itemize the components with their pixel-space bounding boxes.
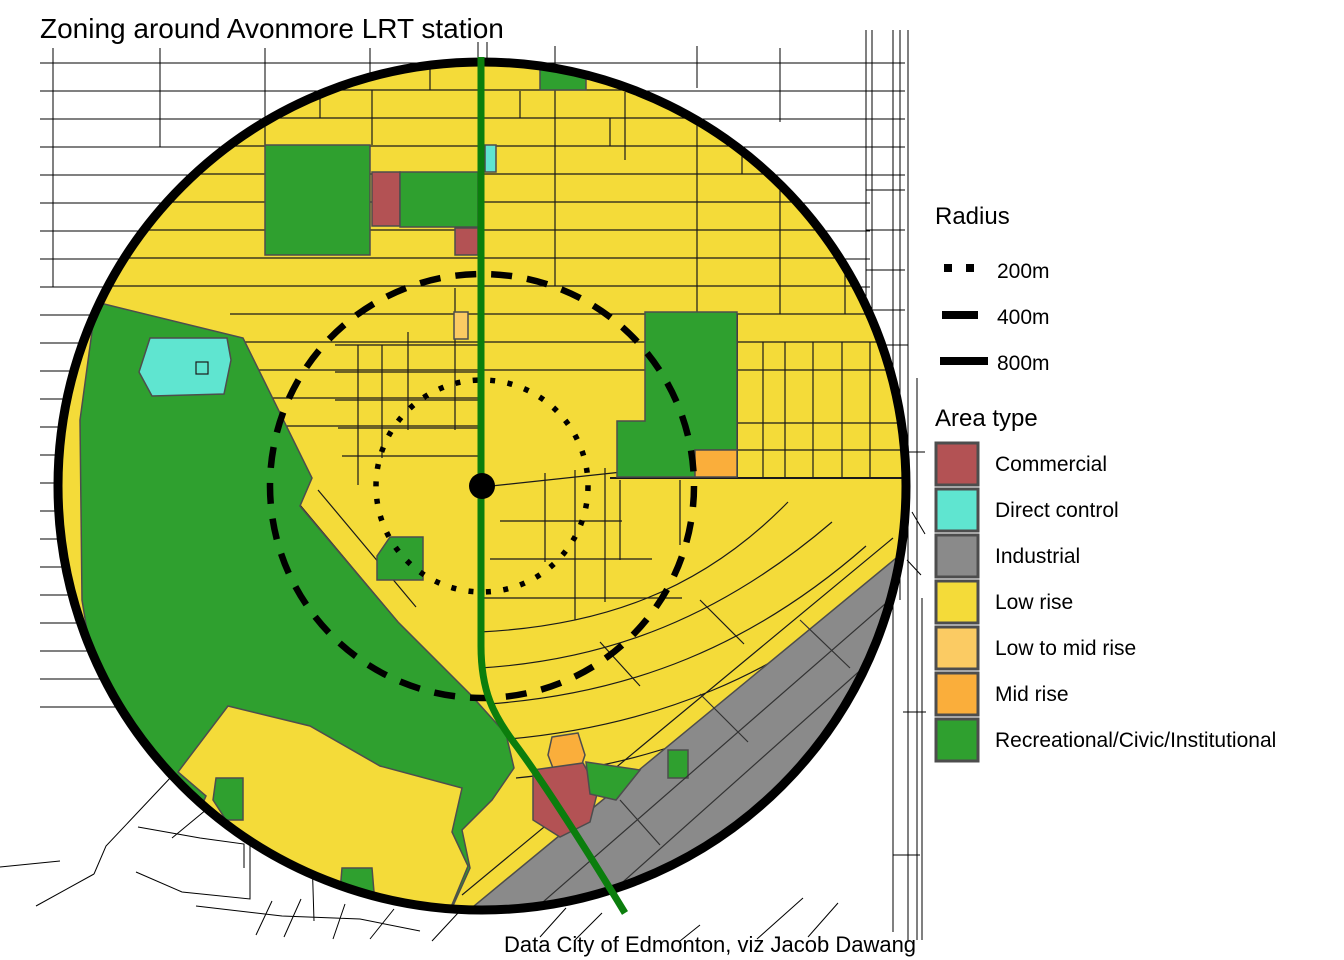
legend-area-type: Area type Commercial Direct control Indu…	[934, 405, 1276, 763]
zone-green-south-small	[585, 761, 642, 801]
legend-label-mid-rise: Mid rise	[995, 683, 1069, 706]
street-curves-outside	[0, 775, 839, 942]
legend-label-low-to-mid-rise: Low to mid rise	[995, 637, 1136, 660]
zone-commercial-south	[532, 762, 599, 838]
industrial-streets	[519, 583, 906, 910]
legend-label-commercial: Commercial	[995, 453, 1107, 476]
zone-direct-control-west	[138, 337, 232, 397]
zone-green-central-small	[376, 536, 424, 581]
solid-line-key-icon	[940, 357, 988, 365]
zone-green-pocket-small	[212, 777, 244, 821]
dotted-line-key-icon	[966, 264, 974, 272]
caption: Data City of Edmonton, viz Jacob Dawang	[504, 932, 916, 957]
zone-commercial-north-1	[371, 171, 401, 227]
legend-radius-label-200m: 200m	[997, 260, 1050, 283]
legend-radius-label-400m: 400m	[997, 306, 1050, 329]
parcel-center	[335, 288, 682, 620]
zone-mid-rise-east	[694, 449, 738, 478]
zone-green-school-northwest	[264, 144, 371, 256]
swatch-industrial	[934, 533, 980, 579]
station-marker	[469, 473, 495, 499]
dashed-line-key-icon	[942, 311, 978, 319]
lot-outline-in-direct-control	[195, 361, 209, 375]
parcel-lines	[100, 63, 906, 896]
legend-radius-label-800m: 800m	[997, 352, 1050, 375]
legend-swatches	[934, 441, 980, 763]
zone-green-in-industrial	[667, 749, 689, 779]
radius-400m-circle	[266, 270, 698, 702]
legend-label-recreational: Recreational/Civic/Institutional	[995, 729, 1276, 752]
legend-radius-title: Radius	[935, 203, 1010, 230]
zone-commercial-north-2	[454, 227, 479, 256]
legend-label-industrial: Industrial	[995, 545, 1080, 568]
legend-label-low-rise: Low rise	[995, 591, 1073, 614]
zone-low-to-mid-rise-small	[453, 311, 469, 340]
swatch-direct-control	[934, 487, 980, 533]
page-title: Zoning around Avonmore LRT station	[40, 13, 504, 44]
legend-label-direct-control: Direct control	[995, 499, 1119, 522]
legend-radius: Radius 200m 400m 800m	[935, 203, 1050, 375]
zone-green-north-central	[399, 171, 479, 228]
swatch-low-rise	[934, 579, 980, 625]
swatch-mid-rise	[934, 671, 980, 717]
swatch-commercial	[934, 441, 980, 487]
swatch-recreational	[934, 717, 980, 763]
legend-area-type-title: Area type	[935, 405, 1038, 432]
parcel-rows	[100, 89, 905, 451]
lrt-line	[477, 57, 628, 915]
dotted-line-key-icon	[944, 264, 952, 272]
radius-200m-circle	[373, 377, 591, 595]
zone-direct-control-north-small	[484, 144, 497, 173]
swatch-low-to-mid-rise	[934, 625, 980, 671]
